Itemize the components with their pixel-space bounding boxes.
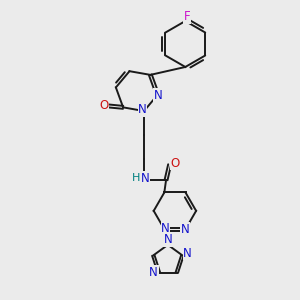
Text: O: O [170,157,179,169]
Text: H: H [132,172,140,183]
Text: N: N [183,247,192,260]
Text: N: N [161,221,170,235]
Text: N: N [154,89,163,102]
Text: N: N [141,172,150,185]
Text: N: N [149,266,158,279]
Text: O: O [99,99,109,112]
Text: N: N [164,233,172,246]
Text: N: N [181,223,189,236]
Text: F: F [184,10,190,23]
Text: N: N [138,103,147,116]
